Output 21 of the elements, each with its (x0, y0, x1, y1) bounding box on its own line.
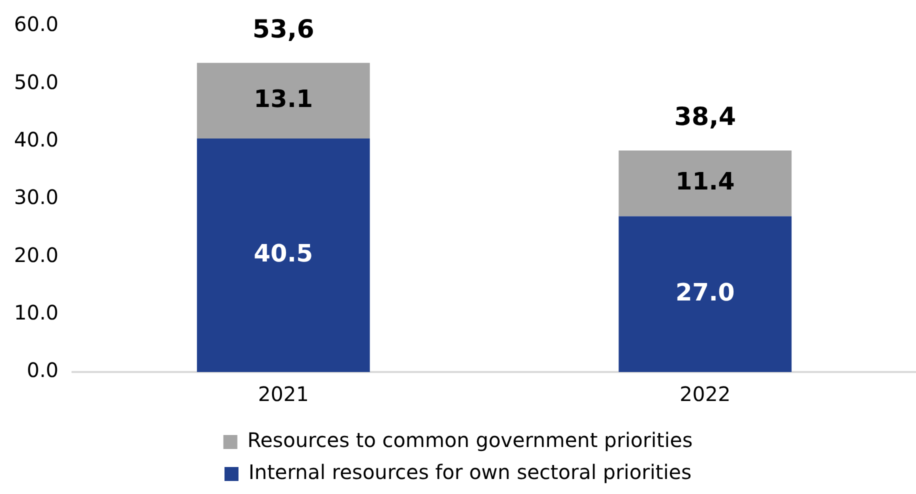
y-tick-label: 30.0 (14, 185, 59, 210)
x-tick-label: 2021 (258, 382, 309, 406)
y-tick-label: 60.0 (14, 12, 59, 36)
data-label: 11.4 (676, 168, 735, 196)
data-label: 40.5 (254, 239, 314, 268)
data-label: 13.1 (254, 84, 314, 113)
x-tick-label: 2022 (680, 382, 731, 406)
total-label: 38,4 (674, 102, 736, 132)
legend-label: Internal resources for own sectoral priorities (248, 460, 692, 484)
data-label: 27.0 (676, 278, 735, 306)
y-tick-label: 20.0 (14, 242, 59, 267)
y-tick-label: 40.0 (14, 128, 59, 152)
bar (618, 150, 792, 216)
legend-label: Resources to common government priorities (247, 428, 693, 452)
y-tick-label: 50.0 (14, 70, 59, 94)
y-tick-label: 0.0 (26, 358, 59, 382)
bar (618, 216, 792, 372)
total-label: 53,6 (252, 14, 314, 44)
bar (196, 62, 370, 138)
y-tick-label: 10.0 (14, 300, 59, 325)
bar (196, 138, 370, 372)
